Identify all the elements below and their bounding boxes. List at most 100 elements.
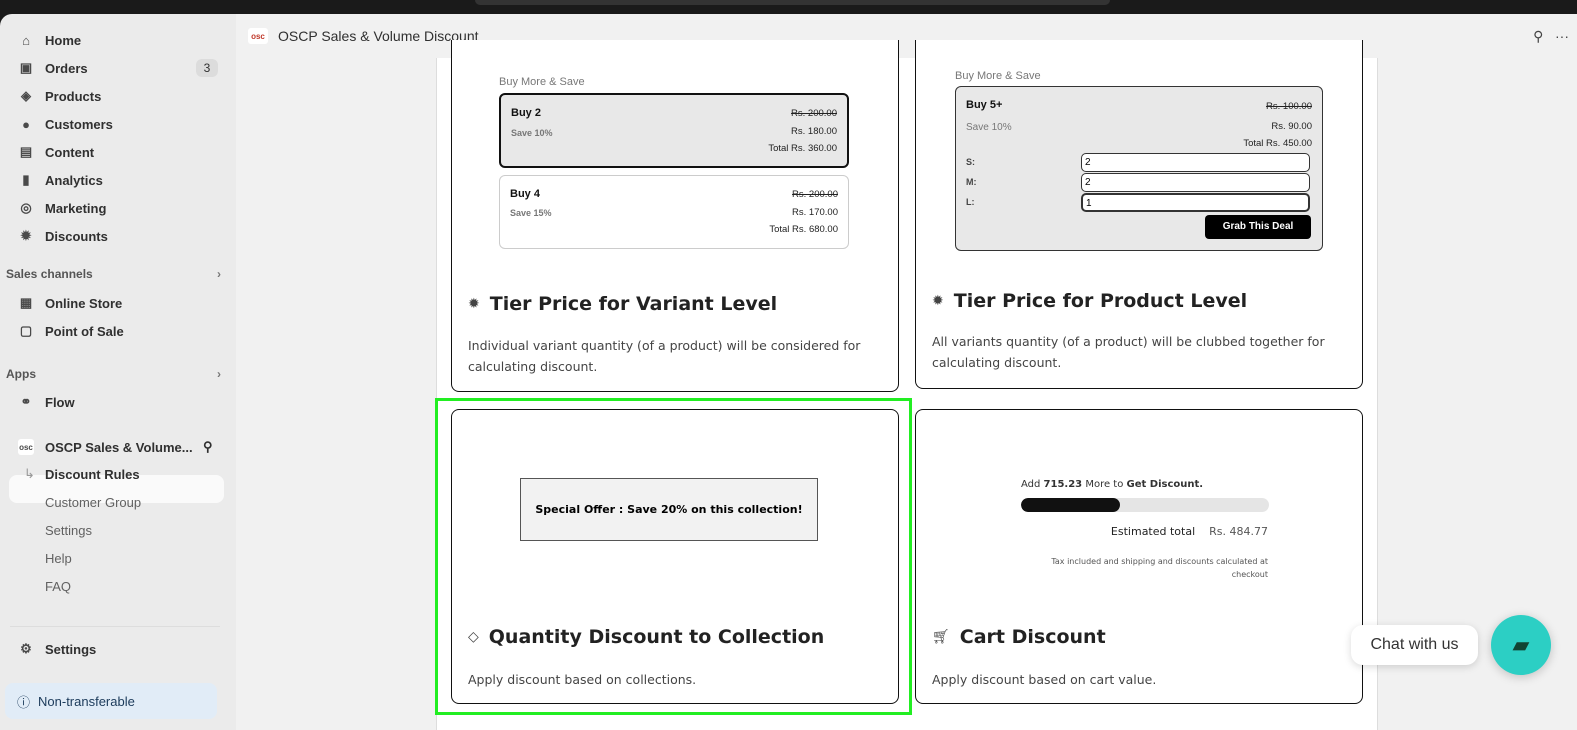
chat-button[interactable]: ▰ — [1491, 615, 1551, 675]
tier-orig-price: Rs. 100.00 — [1266, 101, 1312, 112]
pin-icon[interactable]: ⚲ — [203, 439, 213, 454]
tier-save: Save 15% — [510, 208, 552, 218]
info-icon: ⓘ — [17, 694, 31, 710]
section-label: Sales channels — [6, 267, 93, 281]
header-actions: ⚲ ··· — [1533, 28, 1569, 45]
nav-label: Flow — [45, 394, 75, 410]
card-title: ◇ Quantity Discount to Collection — [468, 626, 824, 648]
card-product-level[interactable]: Buy More & Save Buy 5+ Save 10% Rs. 100.… — [915, 40, 1363, 389]
size-l-input[interactable]: 1 — [1081, 193, 1310, 212]
person-icon: ● — [22, 116, 30, 132]
nav-content[interactable]: ▤ Content — [18, 140, 94, 164]
chevron-right-icon: › — [217, 367, 221, 381]
nav-flow[interactable]: ⚭ Flow — [18, 390, 75, 414]
size-m-input[interactable]: 2 — [1081, 173, 1310, 192]
tier-option[interactable]: Buy 5+ Save 10% Rs. 100.00 Rs. 90.00 Tot… — [955, 86, 1323, 251]
pin-icon[interactable]: ⚲ — [1533, 28, 1544, 44]
more-icon[interactable]: ··· — [1555, 28, 1569, 44]
card-title: 🛒︎ Cart Discount — [932, 626, 1106, 648]
nav-oscp-app[interactable]: osc OSCP Sales & Volume... ⚲ — [18, 435, 218, 459]
buy-more-label: Buy More & Save — [955, 70, 1041, 82]
tier-total: Total Rs. 360.00 — [768, 143, 837, 154]
pos-icon: ▢ — [19, 323, 33, 338]
nav-marketing[interactable]: ◎ Marketing — [18, 196, 106, 220]
discount-icon: ✹ — [468, 296, 480, 312]
size-label: S: — [966, 157, 975, 167]
tier-total: Total Rs. 450.00 — [1243, 138, 1312, 149]
store-icon: ▦ — [19, 295, 33, 310]
card-variant-level[interactable]: Buy More & Save Buy 2 Save 10% Rs. 200.0… — [451, 40, 899, 392]
nav-customers[interactable]: ● Customers — [18, 112, 113, 136]
nav-home[interactable]: ⌂ Home — [18, 28, 81, 52]
home-icon: ⌂ — [22, 32, 30, 48]
sub-discount-rules[interactable]: Discount Rules — [45, 467, 140, 482]
tier-option[interactable]: Buy 4 Save 15% Rs. 200.00 Rs. 170.00 Tot… — [499, 175, 849, 249]
bar-chart-icon: ▮ — [22, 172, 30, 187]
size-label: L: — [966, 197, 975, 207]
card-title-text: Cart Discount — [959, 626, 1106, 648]
nav-label: Content — [45, 144, 95, 160]
sub-settings[interactable]: Settings — [45, 523, 92, 538]
nav-discounts[interactable]: ✹ Discounts — [18, 224, 108, 248]
card-desc: Apply discount based on cart value. — [932, 672, 1157, 687]
sub-faq[interactable]: FAQ — [45, 579, 72, 594]
size-label: M: — [966, 177, 977, 187]
discount-icon: ✹ — [932, 293, 944, 309]
nav-label: Online Store — [45, 295, 123, 311]
nav-analytics[interactable]: ▮ Analytics — [18, 168, 102, 192]
sidebar: ⌂ Home ▣ Orders 3 ◈ Products ● Customers ▤ Co… — [0, 14, 236, 730]
tier-price: Rs. 90.00 — [1271, 121, 1312, 132]
tier-save: Save 10% — [511, 128, 553, 138]
chevron-right-icon: › — [217, 267, 221, 281]
sales-channels-header[interactable]: Sales channels › — [6, 267, 221, 281]
sub-help[interactable]: Help — [45, 551, 72, 566]
nav-label: OSCP Sales & Volume... — [45, 439, 193, 455]
app-logo: osc — [248, 28, 268, 44]
nav-orders[interactable]: ▣ Orders — [18, 56, 88, 80]
app-title: OSCP Sales & Volume Discount — [278, 28, 479, 44]
non-transferable-banner[interactable]: ⓘ Non-transferable — [5, 683, 217, 719]
active-sub-highlight — [9, 475, 224, 503]
sub-customer-group[interactable]: Customer Group — [45, 495, 142, 510]
nav-settings[interactable]: ⚙ Settings — [18, 637, 96, 661]
msg-text: More to — [1082, 479, 1127, 490]
nav-label: Products — [45, 88, 102, 104]
msg-text: Get Discount. — [1126, 479, 1204, 490]
tier-option[interactable]: Buy 2 Save 10% Rs. 200.00 Rs. 180.00 Tot… — [499, 93, 849, 168]
tag-icon: ◈ — [21, 88, 31, 103]
card-title-text: Tier Price for Variant Level — [489, 293, 778, 315]
card-title: ✹ Tier Price for Product Level — [932, 290, 1247, 312]
nav-online-store[interactable]: ▦ Online Store — [18, 291, 122, 315]
address-bar[interactable] — [475, 0, 1110, 5]
section-label: Apps — [6, 367, 36, 381]
tier-price: Rs. 170.00 — [792, 207, 838, 218]
nav-label: Orders — [45, 60, 88, 76]
card-cart[interactable]: Add 715.23 More to Get Discount. Estimat… — [915, 409, 1363, 704]
apps-header[interactable]: Apps › — [6, 367, 221, 381]
browser-top-bar — [0, 0, 1577, 14]
discount-icon: ✹ — [20, 228, 32, 243]
buy-more-label: Buy More & Save — [499, 76, 585, 88]
tree-branch-icon: ↳ — [24, 466, 35, 481]
tier-orig-price: Rs. 200.00 — [792, 189, 838, 200]
chat-with-us-label[interactable]: Chat with us — [1351, 625, 1478, 665]
cart-icon: 🛒︎ — [932, 629, 950, 645]
banner-label: Non-transferable — [38, 693, 135, 709]
target-icon: ◎ — [20, 200, 32, 215]
orders-badge: 3 — [196, 59, 218, 77]
nav-products[interactable]: ◈ Products — [18, 84, 101, 108]
image-icon: ▤ — [19, 144, 33, 159]
tier-title: Buy 2 — [511, 107, 541, 119]
card-desc: All variants quantity (of a product) wil… — [932, 334, 1325, 370]
est-value: Rs. 484.77 — [1209, 525, 1268, 538]
nav-label: Settings — [45, 641, 97, 657]
gear-icon: ⚙ — [20, 641, 32, 656]
size-s-input[interactable]: 2 — [1081, 153, 1310, 172]
grab-deal-button[interactable]: Grab This Deal — [1205, 215, 1311, 239]
tier-price: Rs. 180.00 — [791, 126, 837, 137]
card-title-text: Tier Price for Product Level — [953, 290, 1248, 312]
tax-note: Tax included and shipping and discounts … — [1051, 557, 1268, 579]
card-collection[interactable]: Special Offer : Save 20% on this collect… — [451, 409, 899, 704]
nav-point-of-sale[interactable]: ▢ Point of Sale — [18, 319, 124, 343]
remaining-amount: 715.23 — [1043, 479, 1083, 490]
